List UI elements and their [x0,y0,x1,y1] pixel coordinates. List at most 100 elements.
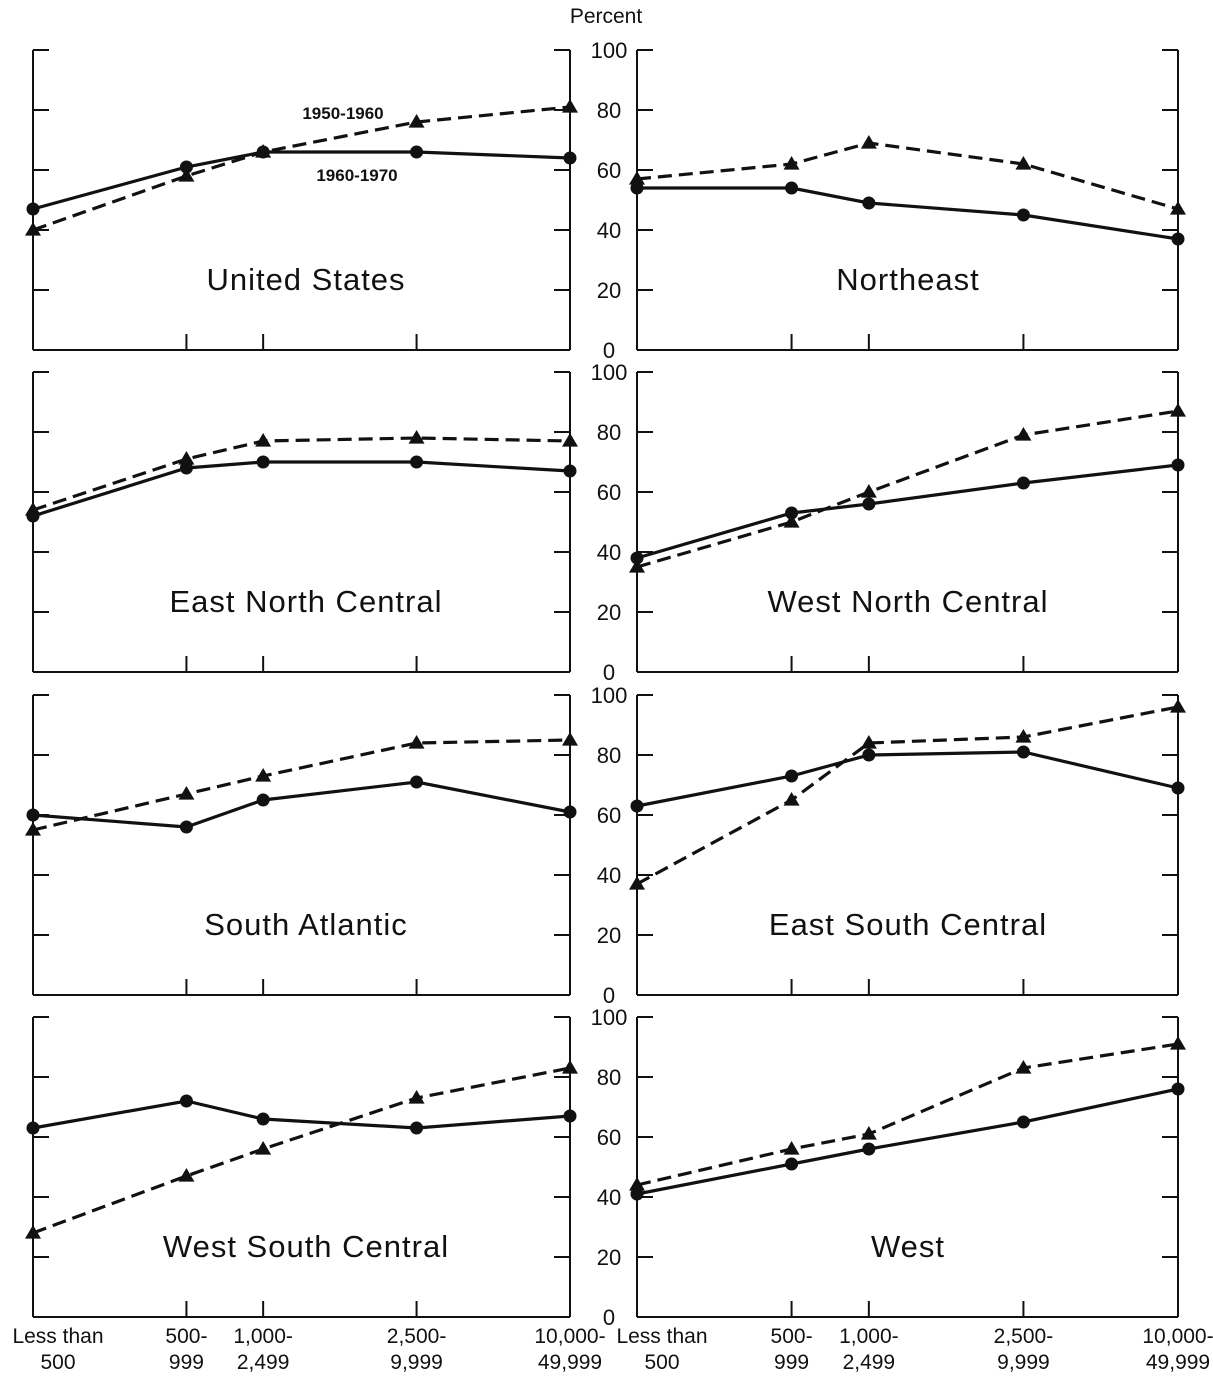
data-point-triangle [1170,699,1186,713]
panel-7: 0 20 40 60 80 100 West South Central [25,1005,627,1330]
y-tick-label: 20 [597,1245,621,1270]
x-tick-label: 1,000-2,499 [839,1325,899,1374]
data-point-triangle [783,792,800,806]
data-point-circle [179,820,193,834]
panel-title: East South Central [769,907,1047,942]
data-point-triangle [178,168,195,182]
series-line-1960-1970 [636,750,1179,808]
y-tick-label: 60 [597,803,621,828]
data-point-circle [785,769,799,783]
data-point-circle [256,793,270,807]
data-point-circle [630,181,644,195]
data-point-triangle [1015,1060,1032,1074]
data-point-circle [410,775,424,789]
x-tick-label: 1,000-2,499 [233,1325,293,1374]
data-point-triangle [25,1225,41,1239]
series-line-1960-1970 [32,1099,571,1130]
data-point-circle [630,1187,644,1201]
x-tick-label: 500-999 [771,1325,813,1374]
data-point-circle [785,1157,799,1171]
data-point-triangle [629,1177,645,1191]
panel-title: West South Central [163,1229,449,1264]
x-tick-label: Less than 500 [616,1325,707,1374]
series-line-1960-1970 [636,1087,1179,1196]
data-point-triangle [408,430,425,444]
y-tick-label: 80 [597,1065,621,1090]
data-point-circle [563,1109,577,1123]
data-point-circle [256,145,270,159]
data-point-circle [410,145,424,159]
y-tick-label: 80 [597,98,621,123]
y-tick-label: 20 [597,923,621,948]
data-point-triangle [860,1126,877,1140]
series-line-1960-1970 [32,780,571,829]
data-point-circle [563,464,577,478]
panel-4: West North Central [629,371,1186,673]
series-line-1960-1970 [32,460,571,518]
data-point-triangle [629,171,645,185]
data-point-triangle [562,99,578,113]
data-point-triangle [783,1141,800,1155]
y-tick-label: 100 [591,360,628,385]
data-point-triangle [255,433,272,447]
y-tick-label: 60 [597,1125,621,1150]
series-line-1950-1960 [636,705,1179,886]
panel-5: 0 20 40 60 80 100 South Atlantic [25,683,627,1008]
data-point-circle [785,181,799,195]
y-tick-label: 0 [603,1305,615,1330]
panel-title: Northeast [836,262,979,297]
panel-6: East South Central [629,694,1186,996]
data-point-circle [1171,232,1185,246]
data-point-triangle [408,1090,425,1104]
series-label-1950-1960: 1950-1960 [302,104,383,123]
data-point-circle [410,455,424,469]
y-tick-label: 40 [597,1185,621,1210]
series-line-1950-1960 [32,738,571,832]
y-tick-label: 60 [597,480,621,505]
data-point-triangle [25,822,41,836]
series-line-1950-1960 [32,1066,571,1235]
data-point-circle [862,497,876,511]
data-point-circle [1171,458,1185,472]
x-tick-label: 10,000-49,999 [1142,1325,1213,1374]
y-tick-label: 40 [597,863,621,888]
panel-2: Northeast [629,49,1186,351]
data-point-triangle [1170,201,1186,215]
y-tick-label: 20 [597,278,621,303]
data-point-triangle [1015,427,1032,441]
y-unit-label: Percent [570,5,643,28]
data-point-triangle [562,433,578,447]
data-point-triangle [178,451,195,465]
y-tick-label: 60 [597,158,621,183]
y-tick-label: 40 [597,218,621,243]
series-line-1950-1960 [32,436,571,512]
series-line-1950-1960 [636,141,1179,211]
data-point-triangle [408,735,425,749]
series-line-1950-1960 [32,105,571,232]
data-point-triangle [178,1168,195,1182]
y-tick-label: 40 [597,540,621,565]
data-point-circle [179,1094,193,1108]
y-tick-label: 20 [597,600,621,625]
x-tick-label: 2,500-9,999 [387,1325,447,1374]
data-point-triangle [178,786,195,800]
panel-title: West North Central [767,584,1048,619]
data-point-circle [630,799,644,813]
panel-title: West [871,1229,945,1264]
y-tick-label: 100 [591,683,628,708]
data-point-circle [179,461,193,475]
panel-title: United States [206,262,405,297]
data-point-triangle [1170,403,1186,417]
data-point-triangle [860,135,877,149]
data-point-triangle [1015,729,1032,743]
data-point-circle [630,551,644,565]
data-point-triangle [629,876,645,890]
data-point-triangle [562,732,578,746]
x-tick-label: 10,000-49,999 [534,1325,605,1374]
data-point-circle [26,202,40,216]
data-point-circle [563,805,577,819]
panel-8: West [629,1016,1186,1318]
data-point-circle [410,1121,424,1135]
data-point-triangle [408,114,425,128]
